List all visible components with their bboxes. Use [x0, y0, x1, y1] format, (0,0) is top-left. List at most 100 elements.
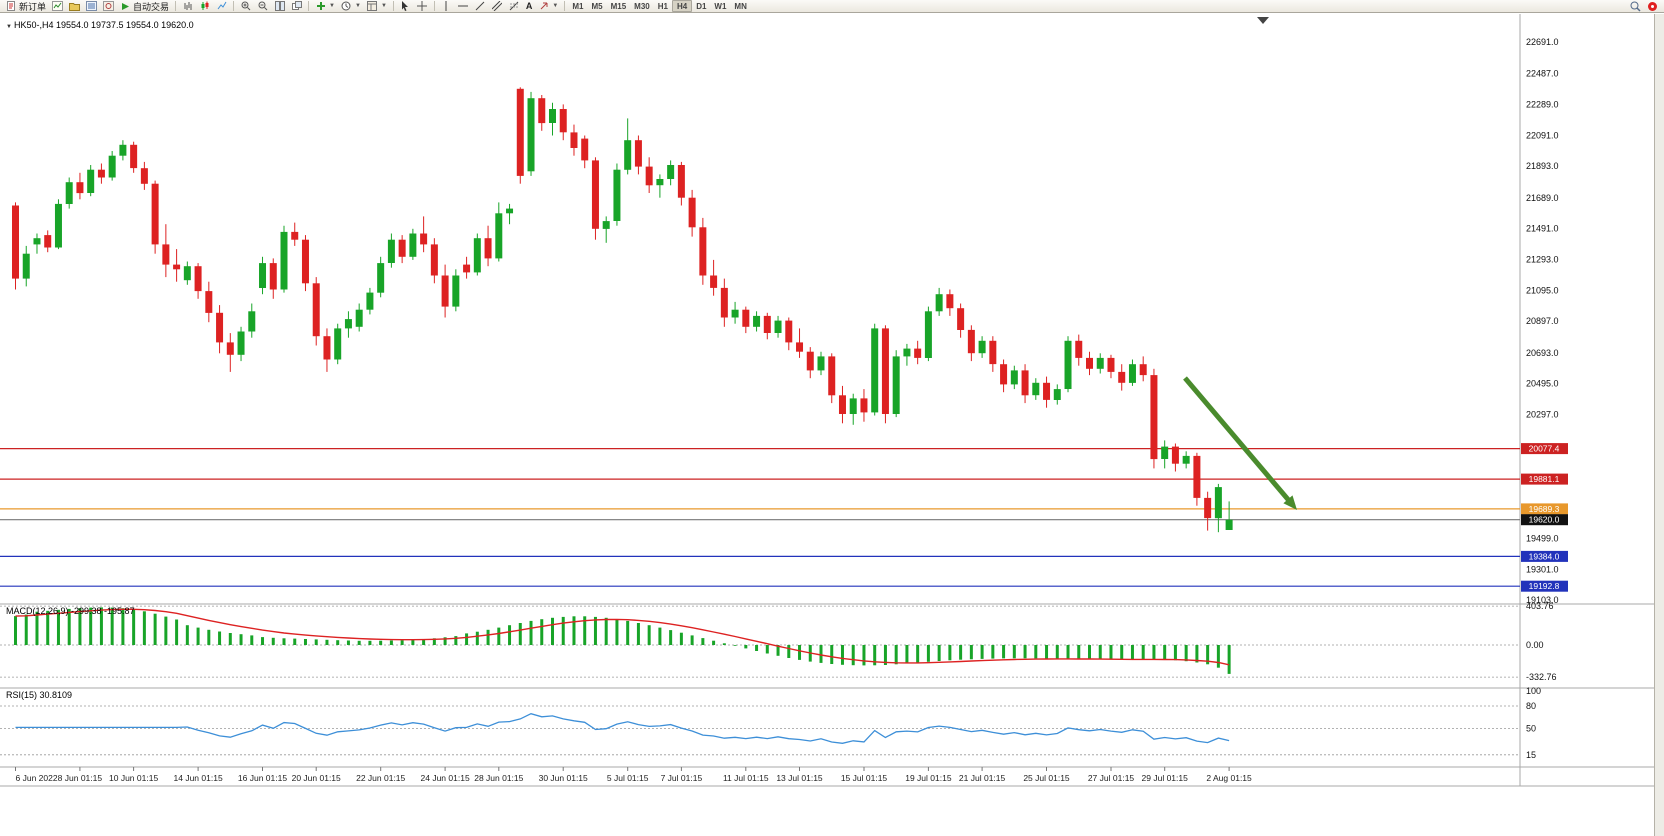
svg-text:7 Jul 01:15: 7 Jul 01:15 — [661, 773, 703, 783]
svg-text:14 Jun 01:15: 14 Jun 01:15 — [174, 773, 223, 783]
timeframe-h4-button[interactable]: H4 — [671, 0, 693, 12]
charts-icon — [52, 1, 64, 12]
templates-button[interactable]: ▼ — [364, 0, 390, 12]
new-order-button[interactable]: 新订单 — [3, 0, 49, 12]
fibonacci-button[interactable] — [506, 0, 523, 12]
horizontal-line-button[interactable] — [455, 0, 472, 12]
timeframe-d1-button[interactable]: D1 — [696, 1, 707, 11]
price-axis[interactable]: 22691.0 22487.0 22289.0 22091.0 21893.0 21689… — [1526, 37, 1559, 605]
svg-text:19620.0: 19620.0 — [1529, 515, 1560, 525]
periods-button[interactable]: ▼ — [338, 0, 364, 12]
svg-text:50: 50 — [1526, 724, 1536, 734]
timeframe-h1-button[interactable]: H1 — [657, 1, 668, 11]
horizontal-line-icon — [458, 1, 469, 12]
pane-separators — [0, 14, 1654, 787]
cursor-button[interactable] — [397, 0, 414, 12]
svg-text:24 Jun 01:15: 24 Jun 01:15 — [421, 773, 470, 783]
chart-shift-marker[interactable] — [1257, 17, 1269, 24]
svg-text:28 Jun 01:15: 28 Jun 01:15 — [474, 773, 523, 783]
price-lines[interactable] — [0, 448, 1520, 587]
indicators-button[interactable]: ▼ — [312, 0, 338, 12]
svg-text:0.00: 0.00 — [1526, 640, 1544, 650]
search-button[interactable] — [1627, 0, 1644, 12]
chevron-down-icon: ▼ — [354, 3, 361, 9]
ohlc-text: HK50-,H4 19554.0 19737.5 19554.0 19620.0 — [13, 20, 194, 30]
navigator-icon — [103, 1, 115, 12]
crosshair-icon — [417, 1, 428, 12]
chart-candles-button[interactable] — [196, 0, 213, 12]
chart-line-button[interactable] — [213, 0, 230, 12]
timeframe-m1-button[interactable]: M1 — [572, 1, 584, 11]
cascade-windows-button[interactable] — [288, 0, 305, 12]
zoom-out-icon — [257, 1, 268, 12]
svg-text:25 Jul 01:15: 25 Jul 01:15 — [1023, 773, 1070, 783]
new-order-icon — [6, 1, 17, 12]
text-tool-icon: A — [525, 1, 533, 11]
trendline-button[interactable] — [472, 0, 489, 12]
chart-title: ▼ HK50-,H4 19554.0 19737.5 19554.0 19620.… — [6, 20, 194, 30]
time-axis[interactable]: 6 Jun 2022 8 Jun 01:15 10 Jun 01:15 14 Jun … — [15, 767, 1253, 783]
market-watch-icon — [86, 1, 98, 12]
clock-icon — [341, 1, 352, 12]
profiles-button[interactable] — [66, 0, 83, 12]
navigator-button[interactable] — [100, 0, 117, 12]
zoom-in-button[interactable] — [237, 0, 254, 12]
svg-text:20897.0: 20897.0 — [1526, 316, 1559, 326]
autotrading-icon — [120, 1, 131, 12]
collapse-icon[interactable]: ▼ — [6, 24, 12, 30]
tile-windows-icon — [274, 1, 285, 12]
svg-text:15 Jul 01:15: 15 Jul 01:15 — [841, 773, 888, 783]
line-chart-icon — [216, 1, 227, 12]
market-watch-button[interactable] — [83, 0, 100, 12]
cursor-icon — [400, 1, 411, 12]
notification-badge[interactable] — [1648, 1, 1657, 11]
new-order-label: 新订单 — [19, 1, 47, 12]
notification-dot-icon — [1651, 4, 1654, 8]
timeframe-mn-button[interactable]: MN — [734, 1, 747, 11]
svg-text:19 Jul 01:15: 19 Jul 01:15 — [905, 773, 952, 783]
svg-text:29 Jul 01:15: 29 Jul 01:15 — [1142, 773, 1189, 783]
svg-text:2 Aug 01:15: 2 Aug 01:15 — [1206, 773, 1252, 783]
text-button[interactable]: A — [523, 0, 536, 12]
svg-text:19301.0: 19301.0 — [1526, 564, 1559, 574]
svg-text:21293.0: 21293.0 — [1526, 255, 1559, 265]
timeframe-m15-button[interactable]: M15 — [610, 1, 627, 11]
svg-text:10 Jun 01:15: 10 Jun 01:15 — [109, 773, 158, 783]
arrows-button[interactable]: ▼ — [535, 0, 561, 12]
svg-text:100: 100 — [1526, 686, 1541, 696]
svg-text:19384.0: 19384.0 — [1529, 551, 1560, 561]
trend-arrow[interactable] — [1183, 376, 1297, 510]
rsi-indicator-label: RSI(15) 30.8109 — [6, 690, 73, 700]
profiles-icon — [69, 1, 81, 12]
vertical-scrollbar[interactable] — [1654, 14, 1664, 836]
toolbar-separator — [308, 1, 310, 11]
svg-text:5 Jul 01:15: 5 Jul 01:15 — [607, 773, 649, 783]
timeframe-group: M1 M5 M15 M30 H1 H4 D1 W1 MN — [568, 0, 751, 12]
timeframe-m30-button[interactable]: M30 — [634, 1, 650, 11]
svg-text:21 Jul 01:15: 21 Jul 01:15 — [959, 773, 1006, 783]
rsi-pane: 100 80 50 15 — [0, 686, 1541, 760]
svg-text:22091.0: 22091.0 — [1526, 130, 1559, 140]
chart-canvas[interactable]: 22691.0 22487.0 22289.0 22091.0 21893.0 21689… — [0, 14, 1664, 836]
svg-text:8 Jun 01:15: 8 Jun 01:15 — [58, 773, 103, 783]
chart-bars-button[interactable] — [179, 0, 196, 12]
timeframe-w1-button[interactable]: W1 — [714, 1, 727, 11]
svg-text:15: 15 — [1526, 750, 1536, 760]
search-icon — [1630, 1, 1641, 12]
toolbar-separator — [175, 1, 177, 11]
vertical-line-button[interactable] — [438, 0, 455, 12]
autotrading-button[interactable]: 自动交易 — [117, 0, 172, 12]
svg-text:16 Jun 01:15: 16 Jun 01:15 — [238, 773, 287, 783]
svg-text:22 Jun 01:15: 22 Jun 01:15 — [356, 773, 405, 783]
tile-windows-button[interactable] — [271, 0, 288, 12]
svg-text:21689.0: 21689.0 — [1526, 193, 1559, 203]
timeframe-m5-button[interactable]: M5 — [591, 1, 603, 11]
zoom-out-button[interactable] — [254, 0, 271, 12]
crosshair-button[interactable] — [414, 0, 431, 12]
macd-indicator-label: MACD(12,26,9) -299.38 -195.87 — [6, 606, 135, 616]
charts-button[interactable] — [49, 0, 66, 12]
channel-button[interactable] — [489, 0, 506, 12]
svg-text:19192.8: 19192.8 — [1529, 581, 1560, 591]
toolbar-separator — [233, 1, 235, 11]
arrow-tool-icon — [538, 1, 549, 12]
